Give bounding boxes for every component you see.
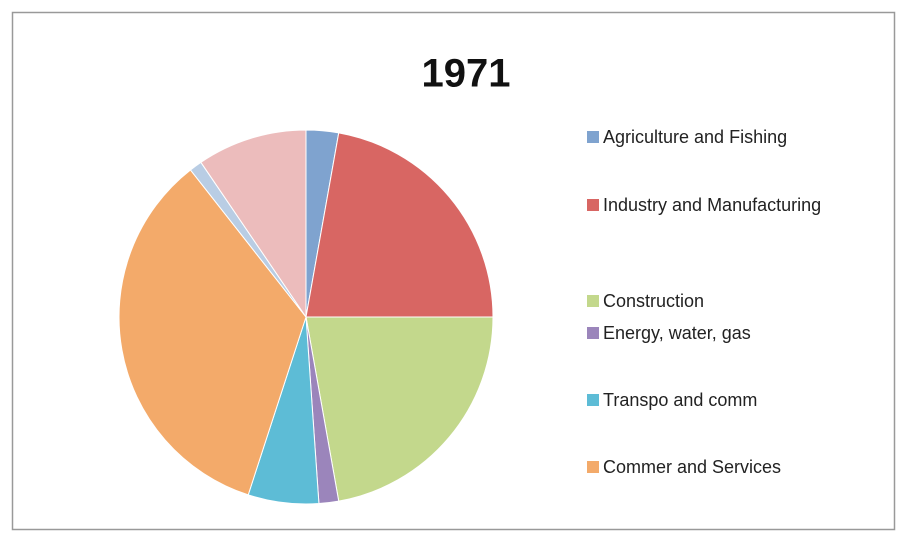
legend-label: Agriculture and Fishing: [603, 127, 788, 147]
legend-swatch: [587, 295, 599, 307]
legend-item: Industry and Manufacturing: [587, 189, 832, 221]
legend-item: Transpo and comm: [587, 384, 832, 416]
pie-slice: [200, 129, 307, 319]
legend-label: Commer and Services: [603, 457, 782, 477]
pie-slice: [305, 132, 494, 318]
pie-slice: [118, 169, 307, 496]
legend-swatch: [587, 199, 599, 211]
legend-swatch: [587, 461, 599, 473]
legend-item: Energy, water, gas: [587, 317, 832, 349]
legend-swatch: [587, 131, 599, 143]
legend-label: Energy, water, gas: [603, 323, 751, 343]
legend-swatch: [587, 394, 599, 406]
legend-label: Industry and Manufacturing: [603, 195, 822, 215]
legend-item: Agriculture and Fishing: [587, 121, 832, 153]
legend-label: Transpo and comm: [603, 390, 758, 410]
legend-item: Construction: [587, 285, 832, 317]
legend-swatch: [587, 327, 599, 339]
legend-item: Commer and Services: [587, 451, 832, 483]
chart-title: 1971: [422, 52, 511, 96]
pie-slice: [305, 316, 494, 502]
legend-label: Construction: [603, 291, 705, 311]
